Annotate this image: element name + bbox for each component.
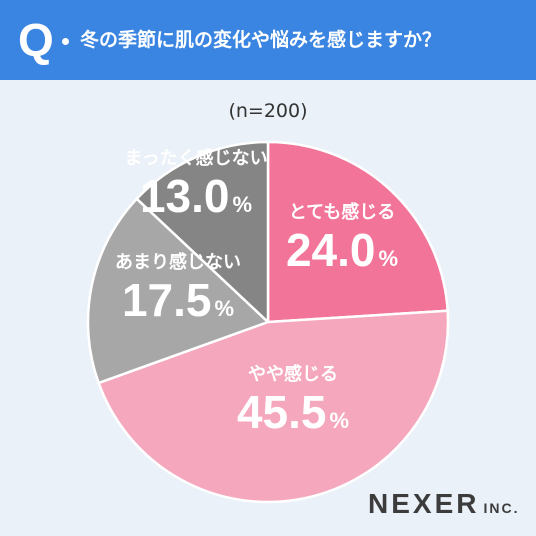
- pie-slice-not-at-all: [135, 140, 270, 324]
- pie-slice-not-much: [86, 197, 270, 385]
- pie-slice-very: [266, 140, 449, 324]
- slice-label-somewhat: やや感じる: [248, 363, 338, 385]
- slice-label-not-at-all: まったく感じない: [124, 147, 267, 169]
- q-mark: Q: [18, 14, 54, 66]
- pie-slice-somewhat: [97, 309, 450, 504]
- sample-size: (n=200): [228, 100, 308, 122]
- slice-value-somewhat: 45.5%: [237, 386, 349, 438]
- q-dot: [62, 38, 69, 45]
- brand-logo: NEXER INC.: [368, 488, 519, 520]
- question-header: Q 冬の季節に肌の変化や悩みを感じますか？: [0, 0, 536, 80]
- slice-value-not-at-all: 13.0%: [140, 170, 252, 222]
- slice-value-very: 24.0%: [286, 224, 398, 276]
- slice-label-not-much: あまり感じない: [115, 251, 241, 273]
- slice-value-not-much: 17.5%: [122, 274, 234, 326]
- brand-name: NEXER: [368, 488, 480, 519]
- brand-suffix: INC.: [483, 500, 520, 516]
- slice-label-very: とても感じる: [289, 201, 396, 223]
- question-text: 冬の季節に肌の変化や悩みを感じますか？: [80, 29, 442, 51]
